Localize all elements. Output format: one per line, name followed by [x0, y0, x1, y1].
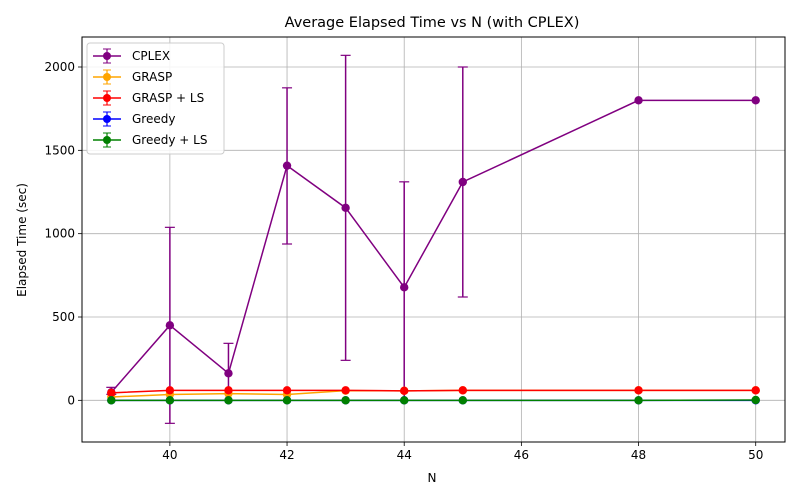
- data-point: [165, 396, 175, 405]
- data-point: [282, 396, 292, 405]
- data-point: [341, 386, 350, 395]
- legend-marker: [103, 52, 111, 60]
- data-point: [458, 386, 467, 395]
- x-tick-label: 48: [631, 448, 646, 462]
- data-point: [400, 283, 409, 292]
- data-point: [224, 369, 233, 378]
- legend-marker: [103, 73, 111, 81]
- y-tick-label: 2000: [44, 60, 75, 74]
- legend-box: [86, 42, 225, 155]
- x-axis-ticks: 40 42 44 46 48 50: [162, 442, 763, 462]
- legend-label: GRASP + LS: [132, 91, 204, 105]
- data-point: [400, 396, 409, 405]
- data-point: [282, 161, 292, 170]
- x-tick-label: 50: [748, 448, 763, 462]
- x-axis-label: N: [428, 471, 437, 485]
- data-point: [458, 396, 467, 405]
- y-tick-label: 1500: [44, 143, 75, 157]
- legend: CPLEX GRASP GRASP + LS Greedy Greedy + LS: [86, 42, 225, 155]
- x-tick-label: 40: [162, 448, 177, 462]
- data-point: [107, 396, 116, 405]
- data-point: [458, 177, 467, 187]
- legend-item: Greedy: [93, 111, 175, 127]
- data-point: [341, 203, 350, 213]
- y-axis-label: Elapsed Time (sec): [15, 183, 29, 297]
- series-greedy-ls: [107, 395, 760, 405]
- data-point: [107, 388, 116, 398]
- legend-item: CPLEX: [93, 48, 170, 64]
- data-point: [224, 386, 233, 395]
- y-tick-label: 0: [67, 393, 75, 407]
- y-tick-label: 1000: [44, 227, 75, 241]
- data-point: [634, 396, 643, 405]
- data-point: [634, 386, 643, 395]
- series-layer: [106, 54, 760, 424]
- data-point: [282, 386, 292, 395]
- data-point: [165, 321, 175, 330]
- legend-marker: [103, 136, 111, 144]
- data-point: [400, 386, 409, 396]
- legend-label: Greedy: [132, 112, 175, 126]
- series-cplex: [106, 54, 760, 424]
- chart-title: Average Elapsed Time vs N (with CPLEX): [285, 15, 580, 31]
- legend-label: Greedy + LS: [132, 133, 207, 147]
- data-point: [341, 396, 350, 405]
- legend-marker: [103, 94, 111, 102]
- x-tick-label: 42: [279, 448, 294, 462]
- data-point: [224, 396, 233, 405]
- legend-marker: [103, 115, 111, 123]
- y-axis-ticks: 0 500 1000 1500 2000: [44, 60, 82, 407]
- series-grasp-ls: [107, 386, 760, 398]
- x-tick-label: 44: [397, 448, 412, 462]
- legend-item: GRASP: [93, 69, 172, 85]
- y-tick-label: 500: [52, 310, 75, 324]
- legend-item: Greedy + LS: [93, 132, 207, 148]
- data-point: [751, 395, 760, 405]
- data-point: [634, 96, 643, 105]
- data-point: [165, 386, 175, 395]
- data-point: [751, 96, 760, 105]
- x-tick-label: 46: [514, 448, 529, 462]
- data-point: [751, 386, 760, 395]
- legend-label: GRASP: [132, 70, 172, 84]
- plot-frame: [81, 36, 786, 443]
- legend-item: GRASP + LS: [93, 90, 204, 106]
- legend-label: CPLEX: [132, 49, 170, 63]
